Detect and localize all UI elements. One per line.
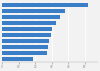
Bar	[2, 21, 56, 25]
Bar	[2, 3, 88, 7]
Bar	[2, 33, 51, 37]
Bar	[2, 45, 47, 49]
Bar	[2, 39, 49, 43]
Bar	[2, 9, 65, 13]
Bar	[2, 27, 52, 31]
Bar	[2, 51, 47, 55]
Bar	[2, 57, 33, 61]
Bar	[2, 15, 60, 19]
